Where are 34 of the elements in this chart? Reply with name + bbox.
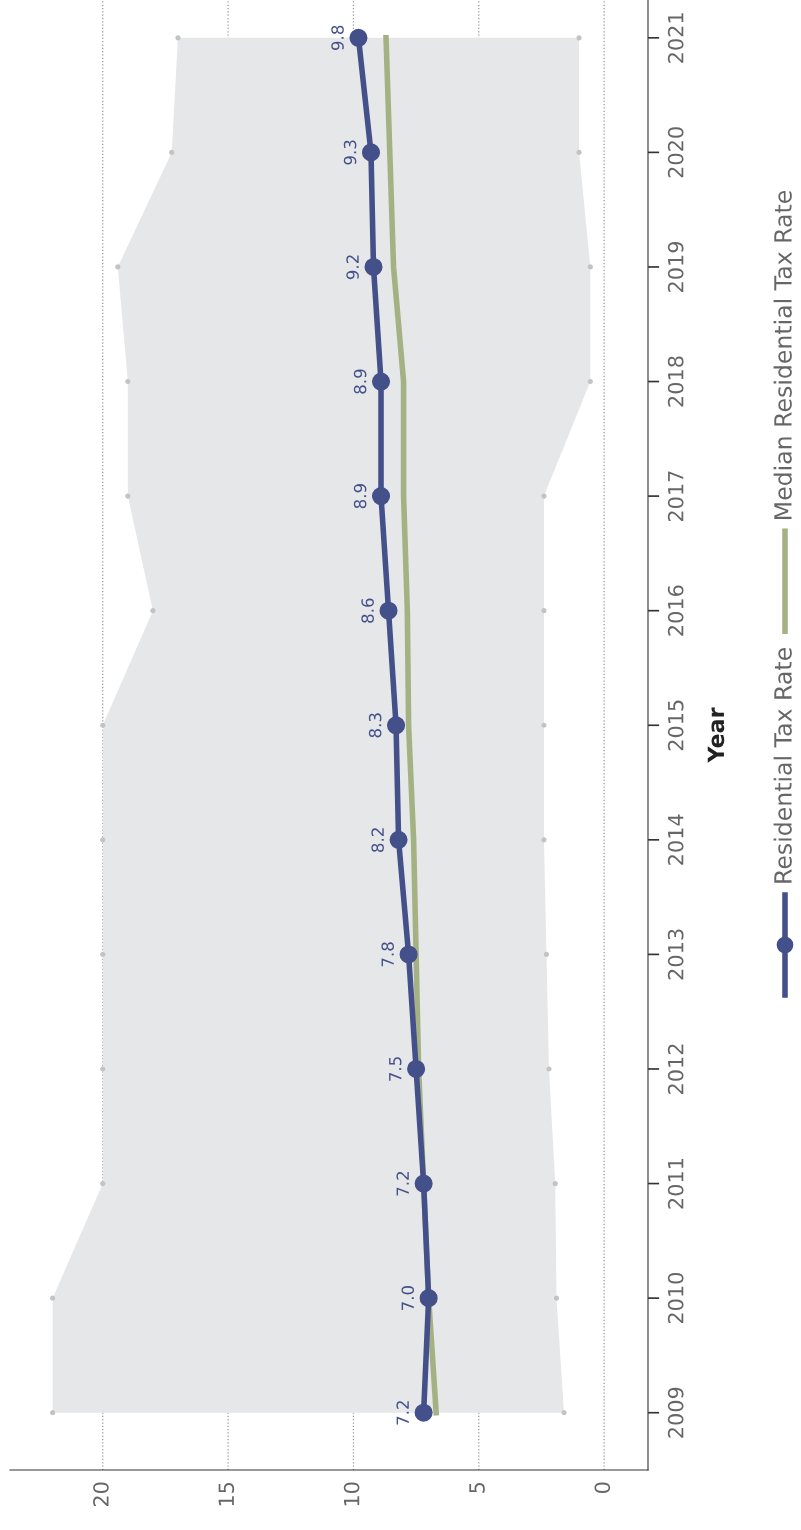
data-label: 8.2 [371, 828, 384, 852]
data-label: 8.3 [368, 713, 382, 738]
y-tick-label: 2020 [667, 127, 684, 178]
x-tick-label: 10 [343, 1482, 360, 1506]
y-tick-label: 2014 [667, 814, 684, 865]
x-tick-label: 15 [218, 1482, 235, 1506]
y-tick-label: 2018 [667, 356, 684, 407]
data-label: 8.6 [361, 598, 374, 623]
y-tick-label: 2015 [667, 700, 684, 751]
y-tick-label: 2013 [667, 929, 684, 980]
y-tick-label: 2016 [667, 585, 684, 636]
data-label: 7.2 [396, 1171, 409, 1196]
text: Median Residential Tax Rate [773, 190, 792, 519]
data-label: 8.9 [353, 369, 367, 394]
y-axis-title: Year [707, 707, 725, 763]
text: Residential Tax Rate [773, 648, 792, 883]
y-tick-label: 2010 [667, 1273, 684, 1324]
x-tick-label: 20 [93, 1482, 109, 1507]
data-label: 7.0 [401, 1285, 415, 1311]
data-label: 9.3 [343, 140, 357, 165]
data-label: 7.8 [381, 942, 394, 967]
x-tick-label: 5 [469, 1482, 485, 1493]
data-label: 8.9 [353, 484, 367, 509]
data-label: 7.2 [396, 1401, 409, 1425]
y-tick-label: 2011 [667, 1158, 684, 1209]
data-label: 9.2 [346, 255, 359, 280]
y-tick-label: 2012 [667, 1044, 684, 1094]
data-label: 7.5 [389, 1057, 402, 1081]
y-tick-label: 2019 [667, 241, 684, 292]
x-tick-label: 0 [594, 1482, 611, 1493]
y-tick-label: 2021 [667, 13, 684, 63]
y-tick-label: 2017 [667, 471, 684, 522]
y-tick-label: 2009 [667, 1387, 684, 1438]
data-label: 9.8 [331, 25, 344, 51]
